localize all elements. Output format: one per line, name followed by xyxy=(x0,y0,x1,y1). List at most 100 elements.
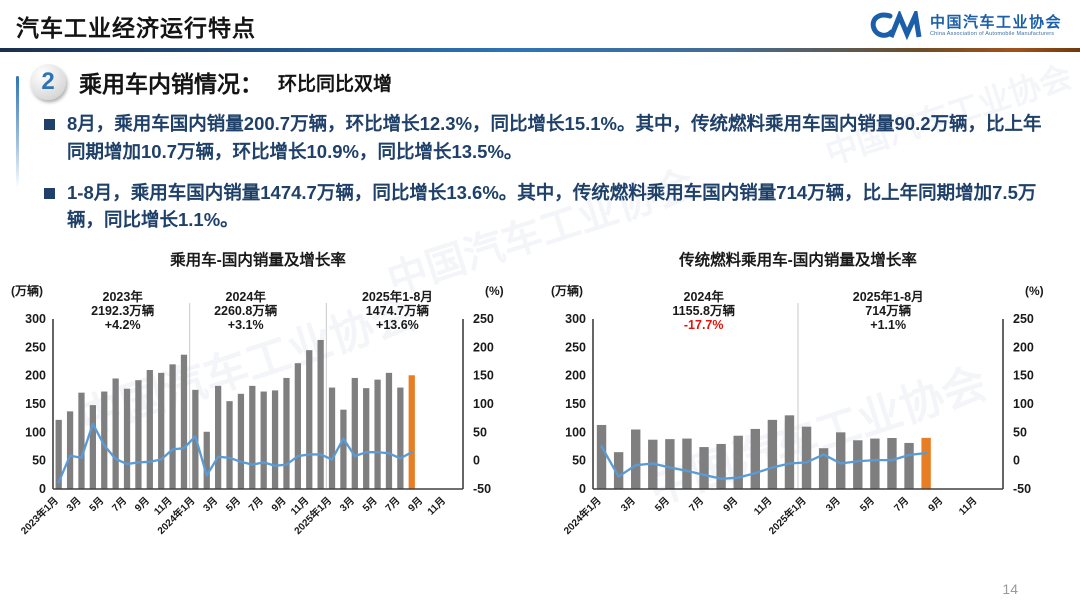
section-number-badge: 2 xyxy=(30,64,66,100)
right-y-tick-label: 100 xyxy=(1013,397,1034,411)
sales-bar xyxy=(317,339,324,489)
left-axis-unit-label: (万辆) xyxy=(11,283,43,298)
x-tick-label: 7月 xyxy=(110,495,129,514)
x-tick-label: 3月 xyxy=(618,495,637,514)
bullet-text: 8月，乘用车国内销量200.7万辆，环比增长12.3%，同比增长15.1%。其中… xyxy=(67,113,1042,162)
chart-title: 乘用车-国内销量及增长率 xyxy=(169,250,346,269)
sales-bar xyxy=(123,388,131,489)
header-divider xyxy=(0,48,1080,52)
x-tick-label: 7月 xyxy=(383,495,402,514)
x-tick-label: 2024年1月 xyxy=(561,494,604,537)
annotation-line: 1474.7万辆 xyxy=(366,303,430,318)
sales-bar xyxy=(870,438,880,489)
sales-bar xyxy=(66,411,74,489)
annotation-line: +13.6% xyxy=(376,318,419,332)
sales-bar xyxy=(55,419,62,489)
sales-bar xyxy=(767,419,778,489)
sales-bar xyxy=(146,370,153,489)
x-tick-label: 9月 xyxy=(721,495,740,514)
sales-bar xyxy=(682,438,692,489)
x-tick-label: 3月 xyxy=(337,495,356,514)
sales-bar xyxy=(249,385,256,489)
chart-title: 传统燃料乘用车-国内销量及增长率 xyxy=(678,250,917,269)
x-tick-label: 9月 xyxy=(406,495,425,514)
right-y-tick-label: -50 xyxy=(1013,482,1031,496)
annotation-line: 2025年1-8月 xyxy=(362,289,433,304)
section-header: 2 乘用车内销情况： 环比同比双增 xyxy=(30,64,1080,100)
right-y-tick-label: 0 xyxy=(1013,454,1020,468)
left-y-tick-label: 100 xyxy=(25,425,46,439)
sales-bar xyxy=(596,424,607,489)
annotation-line: 2192.3万辆 xyxy=(91,303,155,318)
x-tick-label: 5月 xyxy=(858,495,877,514)
annotation-line: 1155.8万辆 xyxy=(672,303,735,318)
x-tick-label: 7月 xyxy=(892,495,911,514)
sales-bar xyxy=(306,350,313,489)
sales-bar xyxy=(374,379,381,489)
sales-bar xyxy=(397,387,404,489)
x-tick-label: 3月 xyxy=(823,495,842,514)
chart-svg-passenger-car-domestic-sales: 乘用车-国内销量及增长率 (万辆) (%) 0 50 100 150 200 250 300 -50… xyxy=(11,250,504,537)
sales-bar xyxy=(613,452,624,489)
sales-bar xyxy=(101,391,108,489)
annotation-line: 2024年 xyxy=(226,289,267,304)
sales-bar xyxy=(801,426,812,489)
x-tick-label: 5月 xyxy=(87,495,106,514)
right-y-tick-label: 0 xyxy=(473,454,480,468)
bullet-list: 8月，乘用车国内销量200.7万辆，环比增长12.3%，同比增长15.1%。其中… xyxy=(44,110,1054,234)
right-y-tick-label: 200 xyxy=(1013,340,1034,354)
x-tick-label: 11月 xyxy=(425,495,448,518)
sales-bar xyxy=(818,448,829,489)
left-y-tick-label: 0 xyxy=(579,482,586,496)
left-y-tick-label: 150 xyxy=(25,397,46,411)
bullet-square-icon xyxy=(44,187,55,199)
sales-bar xyxy=(203,431,210,489)
chart-fuel-passenger-domestic-sales: 传统燃料乘用车-国内销量及增长率 (万辆) (%) 0 50 100 150 200 250 30… xyxy=(545,247,1075,565)
chart-canvas: 传统燃料乘用车-国内销量及增长率 (万辆) (%) 0 50 100 150 200 250 30… xyxy=(545,247,1075,565)
x-tick-label: 5月 xyxy=(653,495,672,514)
sales-bar xyxy=(112,378,119,489)
right-y-tick-label: 250 xyxy=(1013,312,1034,326)
sales-bar xyxy=(385,372,393,489)
annotation-line: 2023年 xyxy=(103,289,144,304)
sales-bar xyxy=(226,401,233,489)
bullet-item: 8月，乘用车国内销量200.7万辆，环比增长12.3%，同比增长15.1%。其中… xyxy=(44,110,1054,166)
sales-bar xyxy=(699,447,709,489)
right-y-tick-label: 200 xyxy=(473,340,494,354)
right-y-tick-label: 150 xyxy=(473,369,494,383)
x-tick-label: 9月 xyxy=(132,495,151,514)
x-tick-label: 5月 xyxy=(224,495,243,514)
x-tick-label: 9月 xyxy=(269,495,288,514)
annotation-line: +4.2% xyxy=(105,318,141,332)
sales-bar xyxy=(921,437,931,489)
annotation-line: 714万辆 xyxy=(865,303,911,318)
left-y-tick-label: 150 xyxy=(565,397,586,411)
sales-bar xyxy=(853,440,863,489)
left-y-tick-label: 50 xyxy=(572,454,586,468)
charts-row: 乘用车-国内销量及增长率 (万辆) (%) 0 50 100 150 200 250 300 -50… xyxy=(0,247,1080,565)
x-tick-label: 9月 xyxy=(926,495,945,514)
sales-bar xyxy=(631,429,641,489)
annotation-line: -17.7% xyxy=(684,318,724,332)
left-y-tick-label: 100 xyxy=(565,425,586,439)
sales-bar xyxy=(340,409,347,489)
left-y-tick-label: 50 xyxy=(32,454,46,468)
section-title: 乘用车内销情况： xyxy=(79,71,263,97)
right-y-tick-label: 100 xyxy=(473,397,494,411)
sales-bar xyxy=(271,390,279,489)
x-tick-label: 11月 xyxy=(751,495,774,518)
page-title: 汽车工业经济运行特点 xyxy=(16,15,256,41)
sales-bar xyxy=(294,363,301,489)
annotation-line: +1.1% xyxy=(870,318,906,332)
right-axis-unit-label: (%) xyxy=(485,284,504,298)
x-tick-label: 11月 xyxy=(956,495,979,518)
sales-bar xyxy=(260,391,267,489)
sales-bar xyxy=(733,435,743,489)
annotation-line: 2025年1-8月 xyxy=(853,289,924,304)
sales-bar xyxy=(169,364,176,489)
right-y-tick-label: 150 xyxy=(1013,369,1034,383)
growth-rate-line xyxy=(57,422,413,484)
